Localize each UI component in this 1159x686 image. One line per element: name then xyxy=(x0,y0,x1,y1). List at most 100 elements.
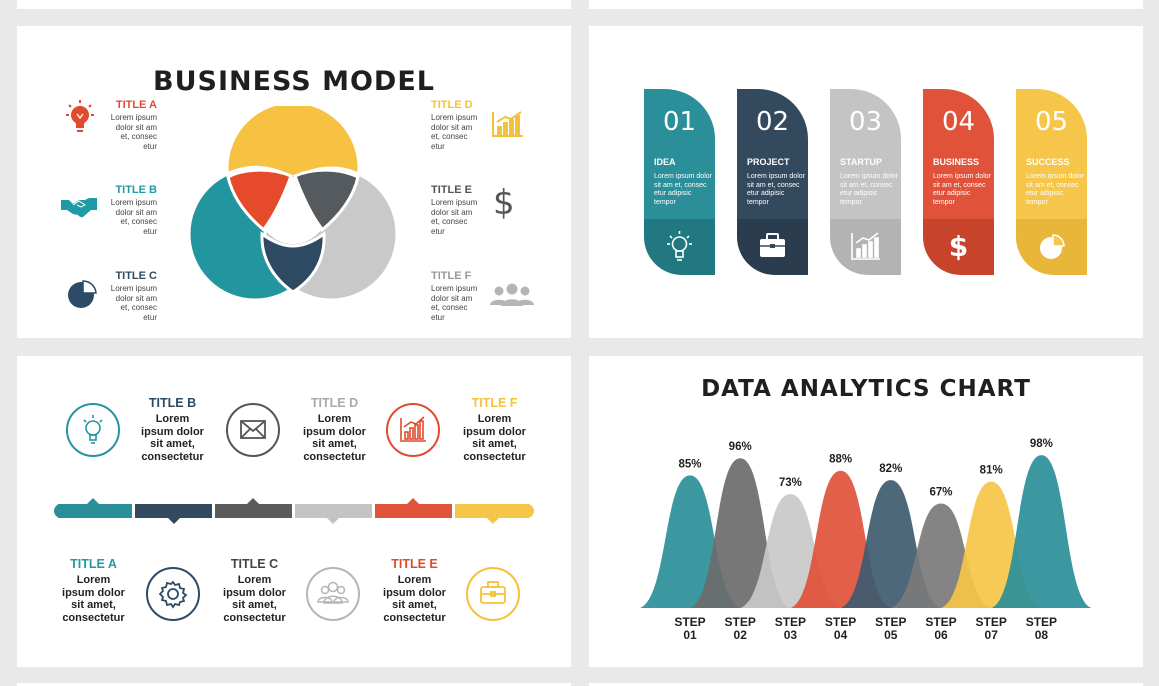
chart-category-label: 02 xyxy=(734,628,748,642)
timeline-item-line: ipsum dolor xyxy=(303,425,366,438)
chart-category-label: 04 xyxy=(834,628,848,642)
timeline-item-title: TITLE D xyxy=(310,396,359,410)
timeline-item-line: consectetur xyxy=(62,611,125,624)
bar-chart-icon xyxy=(386,403,440,457)
timeline-item-line: sit amet, xyxy=(392,599,437,611)
timeline-item-line: ipsum dolor xyxy=(463,425,526,438)
timeline-item-line: Lorem xyxy=(76,574,111,586)
timeline-item-d: TITLE D Lorem ipsum dolor sit amet, cons… xyxy=(287,396,382,463)
briefcase-icon xyxy=(466,567,520,621)
cropped-panel-bottom-right xyxy=(589,683,1143,686)
bm-item-c: TITLE C Lorem ipsum dolor sit am et, con… xyxy=(47,270,157,322)
chart-category-label: STEP xyxy=(825,615,856,629)
bm-item-b: TITLE B Lorem ipsum dolor sit am et, con… xyxy=(47,184,157,236)
step-text: Lorem ipsum dolor sit am et, consec etur… xyxy=(1026,173,1084,206)
bm-item-text: Lorem ipsum dolor sit am et, consec etur xyxy=(431,113,478,151)
chart-category-label: 06 xyxy=(934,628,948,642)
step-card-03: 03 STARTUP Lorem ipsum dolor sit am et, … xyxy=(830,89,901,275)
data-analytics-slide: DATA ANALYTICS CHART 85% STEP 01 96% STEP 02 7… xyxy=(589,356,1143,667)
bm-item-title: TITLE B xyxy=(115,184,157,196)
step-label: BUSINESS xyxy=(933,157,980,167)
timeline-item-line: sit amet, xyxy=(71,599,116,611)
handshake-icon xyxy=(61,198,97,218)
chart-value-label: 73% xyxy=(779,477,802,489)
bm-item-title: TITLE E xyxy=(431,184,472,196)
bm-item-a: TITLE A Lorem ipsum dolor sit am et, con… xyxy=(47,99,157,151)
cropped-panel-top-right xyxy=(589,0,1143,9)
lightbulb-icon xyxy=(667,231,692,261)
timeline-item-line: Lorem xyxy=(155,413,190,425)
chart-category-label: 03 xyxy=(784,628,798,642)
pie-chart-icon xyxy=(68,280,97,308)
timeline-segment xyxy=(135,504,212,518)
step-label: SUCCESS xyxy=(1026,157,1070,167)
chart-category-label: 01 xyxy=(683,628,697,642)
timeline-segment xyxy=(215,504,292,518)
timeline-item-line: consectetur xyxy=(141,450,204,463)
gear-icon xyxy=(146,567,200,621)
timeline-item-line: ipsum dolor xyxy=(62,586,125,599)
step-label: STARTUP xyxy=(840,157,882,167)
step-number: 05 xyxy=(1034,107,1069,137)
chart-bump-8 xyxy=(991,455,1092,608)
bar-chart-icon xyxy=(492,111,523,137)
venn-diagram xyxy=(187,106,399,302)
timeline-item-line: ipsum dolor xyxy=(383,586,446,599)
step-card-01: 01 IDEA Lorem ipsum dolor sit am et, con… xyxy=(644,89,715,275)
lightbulb-icon xyxy=(66,100,94,132)
bm-item-title: TITLE F xyxy=(431,270,472,282)
timeline-item-title: TITLE C xyxy=(230,557,279,571)
bm-item-title: TITLE A xyxy=(115,99,157,111)
lightbulb-icon xyxy=(66,403,120,457)
timeline-item-line: sit amet, xyxy=(150,438,195,450)
timeline-item-line: sit amet, xyxy=(312,438,357,450)
timeline-item-title: TITLE E xyxy=(391,557,438,571)
analytics-chart: 85%STEP0196%STEP0273%STEP0388%STEP0482%S… xyxy=(640,438,1092,642)
timeline-item-b: TITLE B Lorem ipsum dolor sit amet, cons… xyxy=(125,396,220,463)
timeline-segment xyxy=(375,504,452,518)
step-text: Lorem ipsum dolor sit am et, consec etur… xyxy=(654,173,712,206)
timeline-item-a: TITLE A Lorem ipsum dolor sit amet, cons… xyxy=(46,557,141,624)
bm-item-title: TITLE C xyxy=(115,270,157,282)
timeline-item-title: TITLE B xyxy=(148,396,197,410)
timeline-item-line: ipsum dolor xyxy=(223,586,286,599)
chart-value-label: 98% xyxy=(1030,438,1053,450)
timeline-segment xyxy=(295,504,372,518)
timeline-slide: TITLE B Lorem ipsum dolor sit amet, cons… xyxy=(17,356,571,667)
step-text: Lorem ipsum dolor sit am et, consec etur… xyxy=(747,173,805,206)
step-number: 02 xyxy=(755,107,790,137)
timeline-item-line: ipsum dolor xyxy=(141,425,204,438)
timeline-item-line: sit amet, xyxy=(472,438,517,450)
chart-value-label: 81% xyxy=(980,465,1003,477)
bm-item-text: Lorem ipsum dolor sit am et, consec etur xyxy=(431,284,478,322)
chart-value-label: 88% xyxy=(829,454,852,466)
chart-category-label: STEP xyxy=(725,615,756,629)
bm-item-title: TITLE D xyxy=(431,99,473,111)
cropped-panel-bottom-left xyxy=(17,683,571,686)
timeline-item-line: Lorem xyxy=(397,574,432,586)
step-card-02: 02 PROJECT Lorem ipsum dolor sit am et, … xyxy=(737,89,808,275)
people-icon xyxy=(490,283,534,306)
timeline-item-line: consectetur xyxy=(223,611,286,624)
step-text: Lorem ipsum dolor sit am et, consec etur… xyxy=(840,173,898,206)
timeline-item-line: consectetur xyxy=(303,450,366,463)
step-number: 01 xyxy=(662,107,697,137)
envelope-icon xyxy=(226,403,280,457)
dollar-icon: $ xyxy=(948,230,969,263)
chart-value-label: 96% xyxy=(729,441,752,453)
business-model-slide: BUSINESS MODEL TITLE A Lorem ipsum dolor… xyxy=(17,26,571,338)
chart-category-label: STEP xyxy=(925,615,956,629)
chart-category-label: STEP xyxy=(875,615,906,629)
bm-item-d: TITLE D Lorem ipsum dolor sit am et, con… xyxy=(431,99,541,151)
step-text: Lorem ipsum dolor sit am et, consec etur… xyxy=(933,173,991,206)
people-icon xyxy=(306,567,360,621)
bm-item-e: TITLE E Lorem ipsum dolor sit am et, con… xyxy=(431,184,541,236)
timeline-item-line: consectetur xyxy=(463,450,526,463)
bm-item-text: Lorem ipsum dolor sit am et, consec etur xyxy=(431,198,478,236)
chart-category-label: 08 xyxy=(1035,628,1049,642)
bm-item-text: Lorem ipsum dolor sit am et, consec etur xyxy=(110,284,157,322)
step-card-04: 04 BUSINESS Lorem ipsum dolor sit am et,… xyxy=(923,89,994,275)
step-number: 03 xyxy=(848,107,883,137)
step-card-05: 05 SUCCESS Lorem ipsum dolor sit am et, … xyxy=(1016,89,1087,275)
bm-item-text: Lorem ipsum dolor sit am et, consec etur xyxy=(110,113,157,151)
